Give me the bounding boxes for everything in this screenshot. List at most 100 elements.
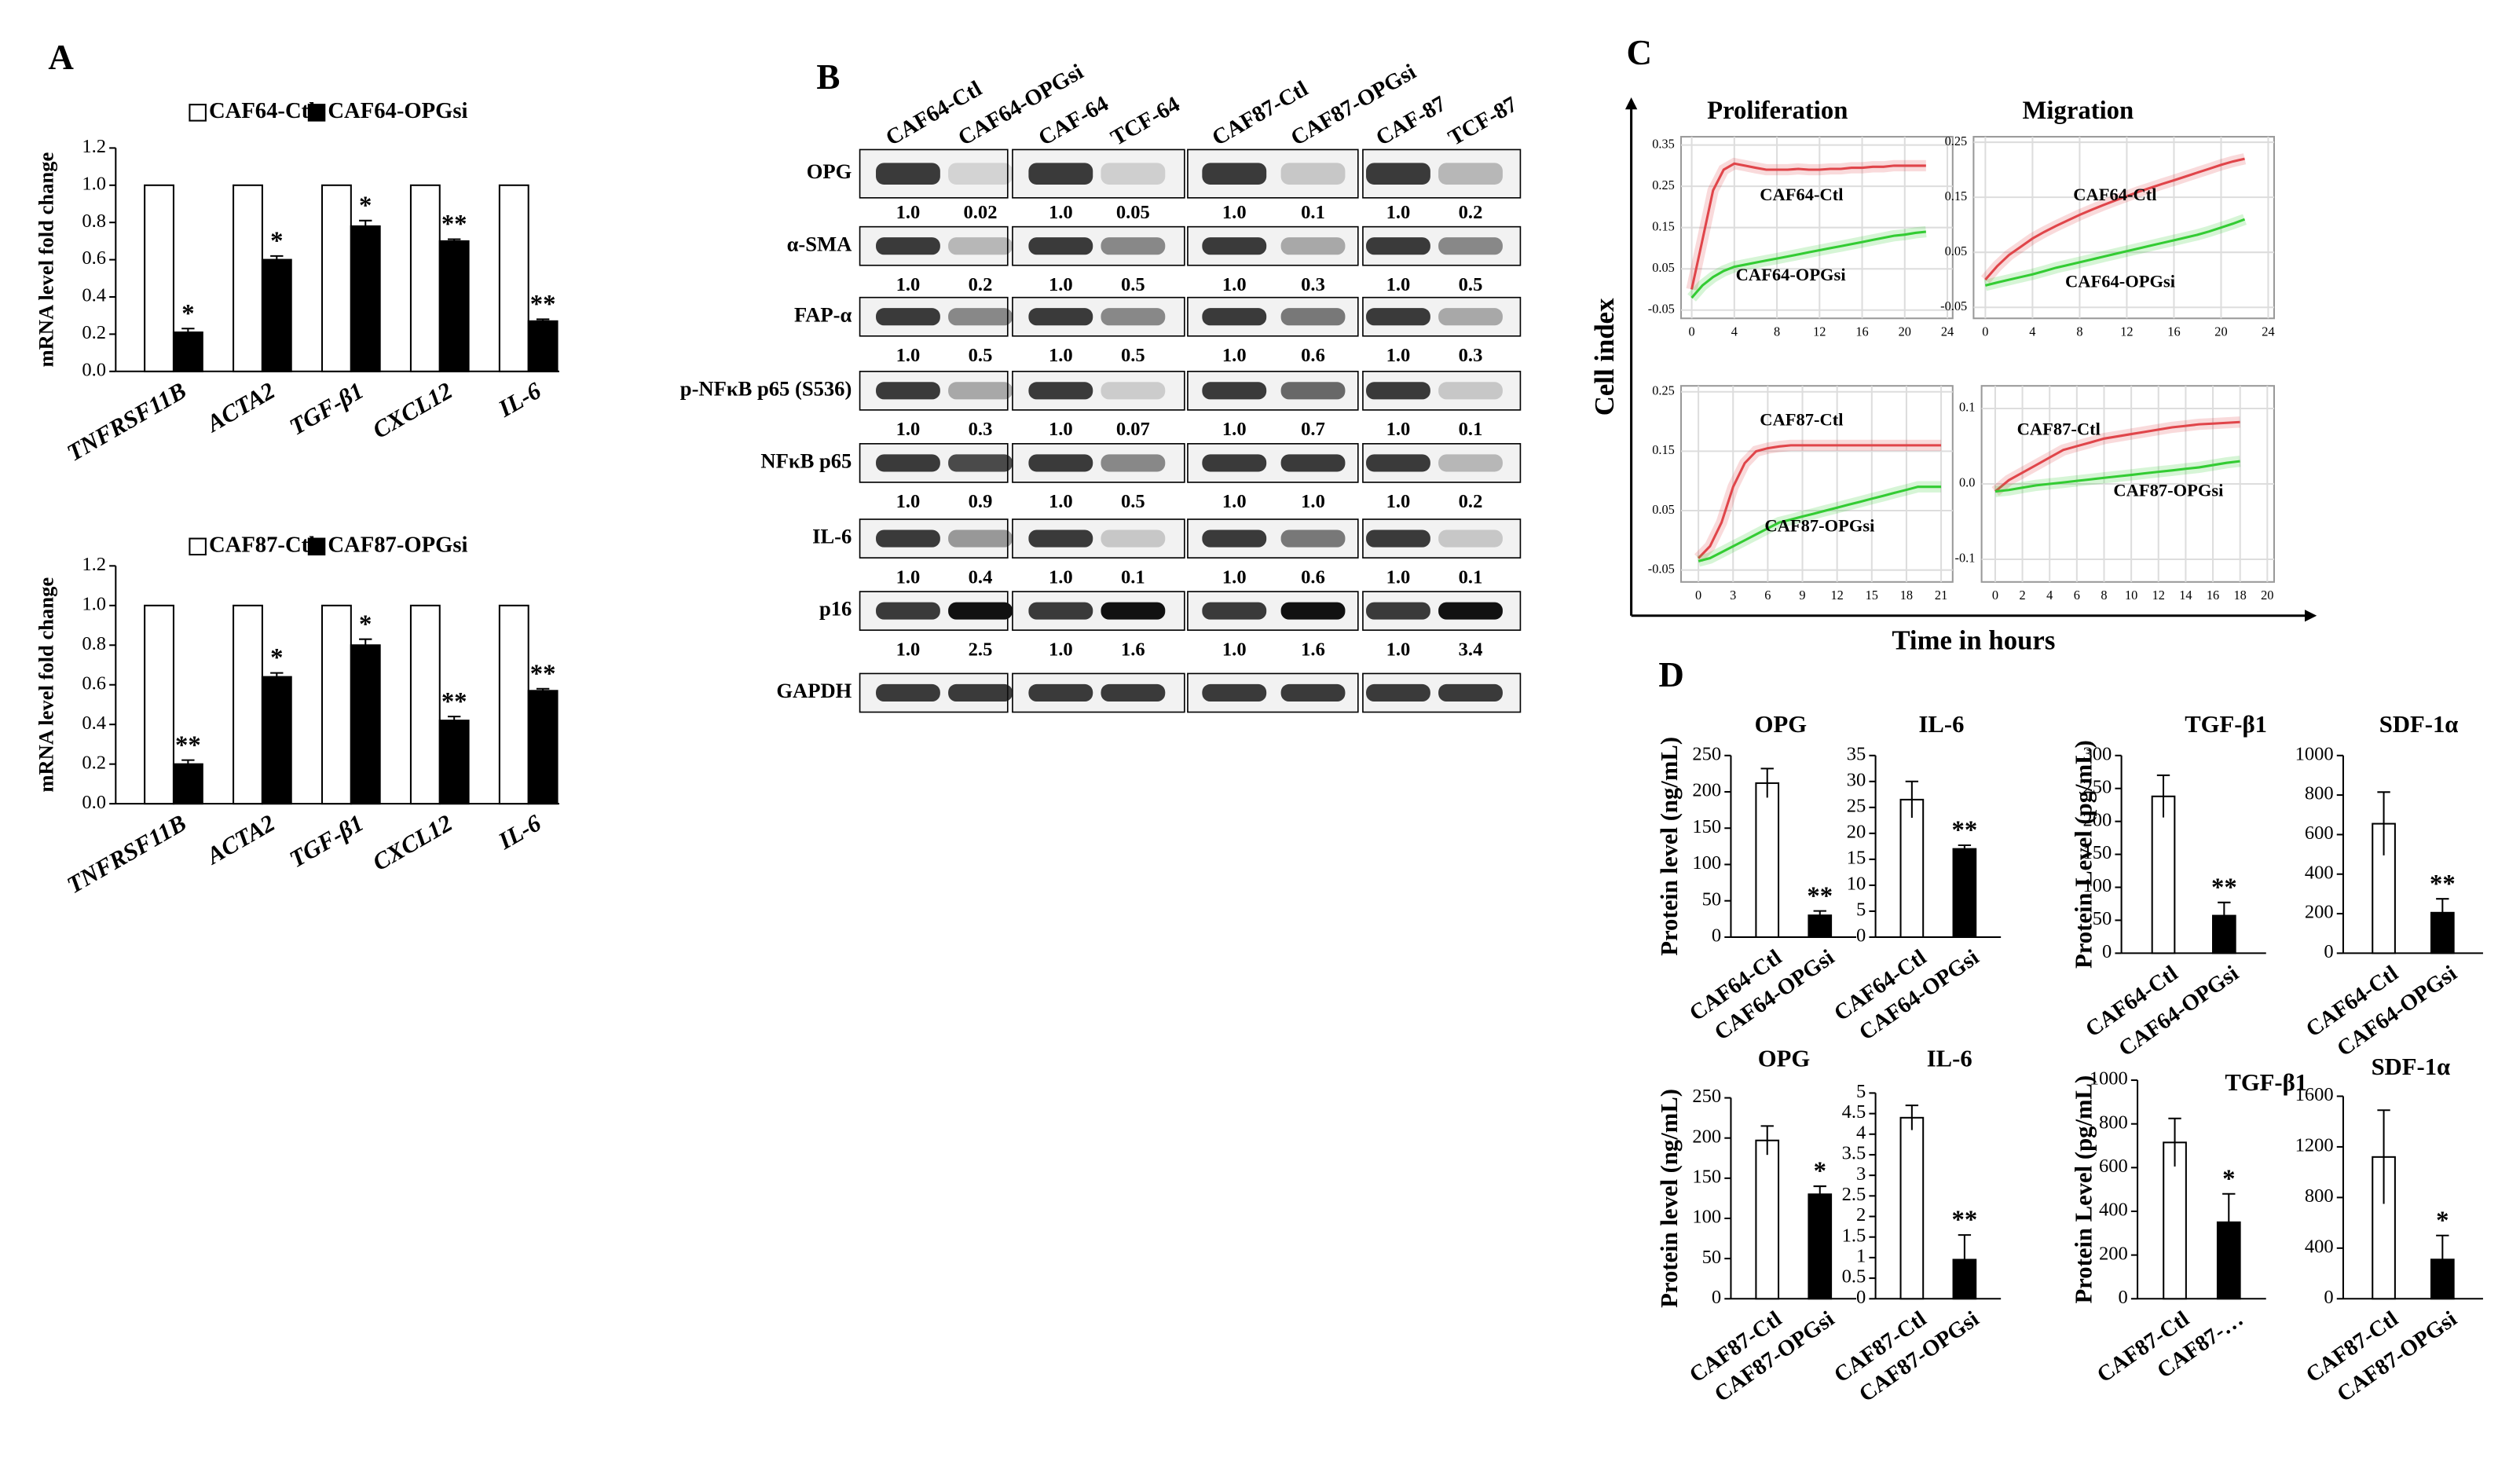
y-tick-label: 1.2 <box>82 136 106 157</box>
y-tick-label: 800 <box>2305 1185 2334 1207</box>
y-tick-label: 1 <box>1856 1246 1866 1267</box>
quantification: 0.1 <box>1459 419 1483 440</box>
band <box>948 237 1013 255</box>
y-tick-label: 0.25 <box>1652 383 1675 398</box>
y-tick-label: 3 <box>1856 1163 1866 1185</box>
x-tick-label: 16 <box>1855 324 1868 339</box>
chart-title: OPG <box>1758 1046 1811 1072</box>
quantification: 1.0 <box>1049 274 1073 295</box>
x-tick-label: 20 <box>2214 324 2227 339</box>
panel-label: A <box>48 38 74 77</box>
significance: * <box>270 644 283 672</box>
quantification: 1.0 <box>1386 345 1411 366</box>
y-tick-label: 0.4 <box>82 713 106 734</box>
y-tick-label: 1.0 <box>82 173 106 194</box>
y-tick-label: 0 <box>1712 925 1721 947</box>
x-tick-label: 0 <box>1695 588 1701 603</box>
x-tick-label: TNFRSF11B <box>63 809 191 899</box>
legend-swatch <box>189 104 207 122</box>
quantification: 0.5 <box>1121 491 1145 512</box>
band <box>1202 529 1267 548</box>
x-tick-label: 24 <box>1941 324 1954 339</box>
band <box>948 454 1013 472</box>
x-tick-label: TGF-β1 <box>285 809 368 873</box>
y-tick-label: 35 <box>1847 743 1866 764</box>
y-tick-label: 50 <box>2093 908 2112 929</box>
series-label: CAF64-OPGsi <box>2065 271 2175 291</box>
quantification: 1.0 <box>1386 639 1411 660</box>
bar <box>438 240 470 372</box>
quantification: 0.1 <box>1301 202 1325 223</box>
x-tick-label: 8 <box>1774 324 1780 339</box>
quantification: 1.0 <box>1386 419 1411 440</box>
band <box>1438 308 1503 326</box>
band <box>1028 308 1093 326</box>
significance: ** <box>1952 1206 1978 1234</box>
row-label: p16 <box>819 597 852 621</box>
quantification: 1.0 <box>1386 491 1411 512</box>
band <box>1101 602 1166 620</box>
legend-label: CAF87-Ctl <box>209 532 315 557</box>
y-tick-label: 1000 <box>2090 1068 2128 1090</box>
y-tick-label: 1200 <box>2295 1135 2334 1156</box>
quantification: 1.0 <box>1222 566 1247 588</box>
y-tick-label: 50 <box>1702 1247 1722 1268</box>
band <box>1101 382 1166 400</box>
quantification: 0.07 <box>1116 419 1150 440</box>
bar <box>233 604 263 805</box>
error-band <box>1980 153 2247 284</box>
band <box>1101 163 1166 185</box>
row-label: OPG <box>807 159 852 183</box>
significance: ** <box>441 211 467 239</box>
bar <box>498 604 529 805</box>
bar <box>409 604 441 805</box>
quantification: 0.1 <box>1459 566 1483 588</box>
quantification: 1.0 <box>896 639 921 660</box>
y-tick-label: -0.05 <box>1940 299 1967 313</box>
band <box>1280 382 1346 400</box>
band <box>1101 237 1166 255</box>
band <box>1438 454 1503 472</box>
band <box>876 382 940 400</box>
quantification: 1.0 <box>1049 202 1073 223</box>
legend-label: CAF64-OPGsi <box>328 98 467 123</box>
y-tick-label: -0.05 <box>1648 561 1675 576</box>
quantification: 0.2 <box>969 274 993 295</box>
y-tick-label: -0.1 <box>1955 551 1976 566</box>
bar <box>172 331 203 372</box>
band <box>1028 237 1093 255</box>
y-tick-label: 4 <box>1856 1122 1866 1143</box>
band <box>1366 683 1430 702</box>
quantification: 1.0 <box>896 202 921 223</box>
significance: ** <box>175 731 201 760</box>
bar <box>438 720 470 805</box>
significance: * <box>2436 1207 2449 1235</box>
y-tick-label: 1.0 <box>82 593 106 614</box>
bar <box>527 690 559 805</box>
bar <box>233 184 263 372</box>
quantification: 0.7 <box>1301 419 1325 440</box>
quantification: 1.0 <box>1049 345 1073 366</box>
band <box>1366 163 1430 185</box>
band <box>1101 308 1166 326</box>
band <box>876 529 940 548</box>
significance: * <box>270 227 283 255</box>
band <box>1366 454 1430 472</box>
plot-frame <box>1680 385 1954 583</box>
y-tick-label: 0.1 <box>1959 400 1975 415</box>
y-tick-label: 100 <box>1692 852 1721 874</box>
series-label: CAF64-Ctl <box>2073 185 2156 204</box>
y-tick-label: 0.0 <box>82 792 106 813</box>
band <box>1280 602 1346 620</box>
y-tick-label: 0.4 <box>82 285 106 306</box>
x-tick-label: 14 <box>2179 588 2192 603</box>
quantification: 0.5 <box>1121 345 1145 366</box>
y-tick-label: 800 <box>2099 1112 2128 1133</box>
significance: ** <box>530 291 556 319</box>
quantification: 1.0 <box>1049 639 1073 660</box>
chart-title: TGF-β1 <box>2225 1069 2307 1096</box>
quantification: 1.0 <box>1222 491 1247 512</box>
bar <box>1755 1139 1780 1300</box>
y-tick-label: 0.15 <box>1652 218 1675 233</box>
